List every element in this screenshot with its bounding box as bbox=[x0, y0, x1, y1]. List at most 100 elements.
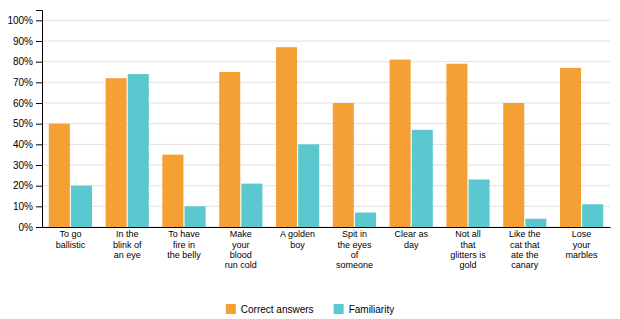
x-tick-label: To havefire inthe belly bbox=[167, 229, 201, 260]
x-tick-label-line: blink of bbox=[113, 240, 142, 250]
x-tick-label-line: run cold bbox=[225, 260, 257, 270]
y-tick-label: 10% bbox=[13, 201, 33, 212]
y-axis: 0% 10% 20% 30% 40% 50% 60% 70% 80% 90% 100% bbox=[7, 11, 42, 233]
legend-label: Correct answers bbox=[241, 304, 314, 315]
x-tick-label-line: fire in bbox=[173, 240, 195, 250]
x-tick-label-line: the eyes bbox=[337, 240, 372, 250]
y-tick: 40% bbox=[13, 139, 42, 150]
y-tick-mark bbox=[36, 186, 42, 187]
x-tick-label-line: In the bbox=[116, 229, 139, 239]
bars bbox=[49, 47, 603, 227]
x-tick-label: Clear asday bbox=[394, 229, 428, 249]
chart-svg: 0% 10% 20% 30% 40% 50% 60% 70% 80% 90% 100% To goba… bbox=[0, 0, 620, 319]
legend: Correct answers Familiarity bbox=[226, 304, 394, 315]
bar bbox=[412, 130, 433, 227]
y-tick-label: 60% bbox=[13, 98, 33, 109]
legend-item: Familiarity bbox=[334, 304, 395, 315]
x-axis-line bbox=[43, 227, 611, 228]
bar bbox=[560, 68, 581, 227]
y-tick: 60% bbox=[13, 98, 42, 109]
x-tick-label-line: Clear as bbox=[394, 229, 428, 239]
y-tick: 70% bbox=[13, 77, 42, 88]
x-tick: Not allthatglitters isgold bbox=[450, 229, 486, 270]
x-tick: Loseyourmarbles bbox=[566, 229, 599, 260]
grid-line bbox=[42, 20, 610, 21]
bar bbox=[333, 103, 354, 227]
bar bbox=[241, 184, 262, 227]
x-tick: Like thecat thatate thecanary bbox=[509, 229, 541, 270]
y-tick: 80% bbox=[13, 56, 42, 67]
y-tick: 30% bbox=[13, 160, 42, 171]
y-tick-label: 0% bbox=[19, 222, 34, 233]
y-tick-label: 20% bbox=[13, 180, 33, 191]
x-tick: To goballistic bbox=[56, 229, 86, 249]
x-tick-label-line: Spit in bbox=[342, 229, 367, 239]
bar bbox=[525, 219, 546, 227]
y-tick: 20% bbox=[13, 180, 42, 191]
y-tick: 90% bbox=[13, 36, 42, 47]
x-tick-label-line: Make bbox=[230, 229, 252, 239]
x-tick-label-line: canary bbox=[511, 260, 539, 270]
y-tick: 100% bbox=[7, 15, 42, 26]
grid-line bbox=[42, 206, 610, 207]
bar bbox=[355, 213, 376, 227]
bar bbox=[49, 124, 70, 227]
x-tick-label: In theblink ofan eye bbox=[113, 229, 142, 260]
grid-line bbox=[42, 103, 610, 104]
y-tick-label: 90% bbox=[13, 36, 33, 47]
x-tick-label-line: that bbox=[460, 240, 476, 250]
grid-line bbox=[42, 123, 610, 124]
x-tick-label-line: your bbox=[573, 240, 591, 250]
x-tick: Clear asday bbox=[394, 229, 428, 249]
bar bbox=[298, 144, 319, 227]
y-tick-mark bbox=[36, 206, 42, 207]
bar bbox=[582, 204, 603, 227]
y-tick-label: 40% bbox=[13, 139, 33, 150]
x-tick-label: A goldenboy bbox=[280, 229, 315, 249]
plot: 0% 10% 20% 30% 40% 50% 60% 70% 80% 90% 100% To goba… bbox=[7, 11, 610, 271]
y-tick-mark bbox=[36, 227, 42, 228]
y-tick-mark bbox=[36, 62, 42, 63]
x-axis: To goballistic In theblink ofan eye To hav… bbox=[43, 228, 611, 271]
x-tick-label-line: A golden bbox=[280, 229, 315, 239]
bar bbox=[276, 47, 297, 227]
y-tick-label: 50% bbox=[13, 118, 33, 129]
x-tick-label-line: someone bbox=[336, 260, 373, 270]
x-tick-label-line: To have bbox=[168, 229, 200, 239]
y-tick-mark bbox=[36, 103, 42, 104]
y-tick-mark bbox=[36, 20, 42, 21]
x-tick: A goldenboy bbox=[280, 229, 315, 249]
grid-line bbox=[42, 185, 610, 186]
bar-series bbox=[49, 47, 581, 227]
y-tick: 0% bbox=[19, 222, 42, 233]
grid-line bbox=[42, 165, 610, 166]
x-tick-label-line: ballistic bbox=[56, 240, 86, 250]
x-tick-label-line: your bbox=[232, 240, 250, 250]
bar bbox=[162, 155, 183, 227]
legend-item: Correct answers bbox=[226, 304, 314, 315]
x-tick-label-line: glitters is bbox=[450, 250, 486, 260]
y-tick-mark bbox=[36, 144, 42, 145]
x-tick: In theblink ofan eye bbox=[113, 229, 142, 260]
x-tick-label-line: Not all bbox=[455, 229, 481, 239]
y-tick-label: 30% bbox=[13, 160, 33, 171]
y-tick-mark bbox=[36, 124, 42, 125]
x-tick-label-line: Like the bbox=[509, 229, 541, 239]
x-tick-label-line: To go bbox=[59, 229, 81, 239]
x-tick-label-line: ate the bbox=[511, 250, 539, 260]
x-tick-label-line: cat that bbox=[510, 240, 540, 250]
y-tick-label: 100% bbox=[7, 15, 33, 26]
x-tick-label-line: the belly bbox=[167, 250, 201, 260]
y-tick: 10% bbox=[13, 201, 42, 212]
x-tick-label-line: boy bbox=[290, 240, 305, 250]
bar bbox=[106, 78, 127, 227]
x-tick-label-line: of bbox=[351, 250, 359, 260]
x-tick-label-line: marbles bbox=[566, 250, 599, 260]
y-axis-line bbox=[36, 11, 43, 228]
x-tick-label: Like thecat thatate thecanary bbox=[509, 229, 541, 270]
grid-line bbox=[42, 82, 610, 83]
x-tick-label-line: Lose bbox=[572, 229, 592, 239]
y-tick: 50% bbox=[13, 118, 42, 129]
bar bbox=[446, 64, 467, 227]
bar bbox=[185, 206, 206, 227]
